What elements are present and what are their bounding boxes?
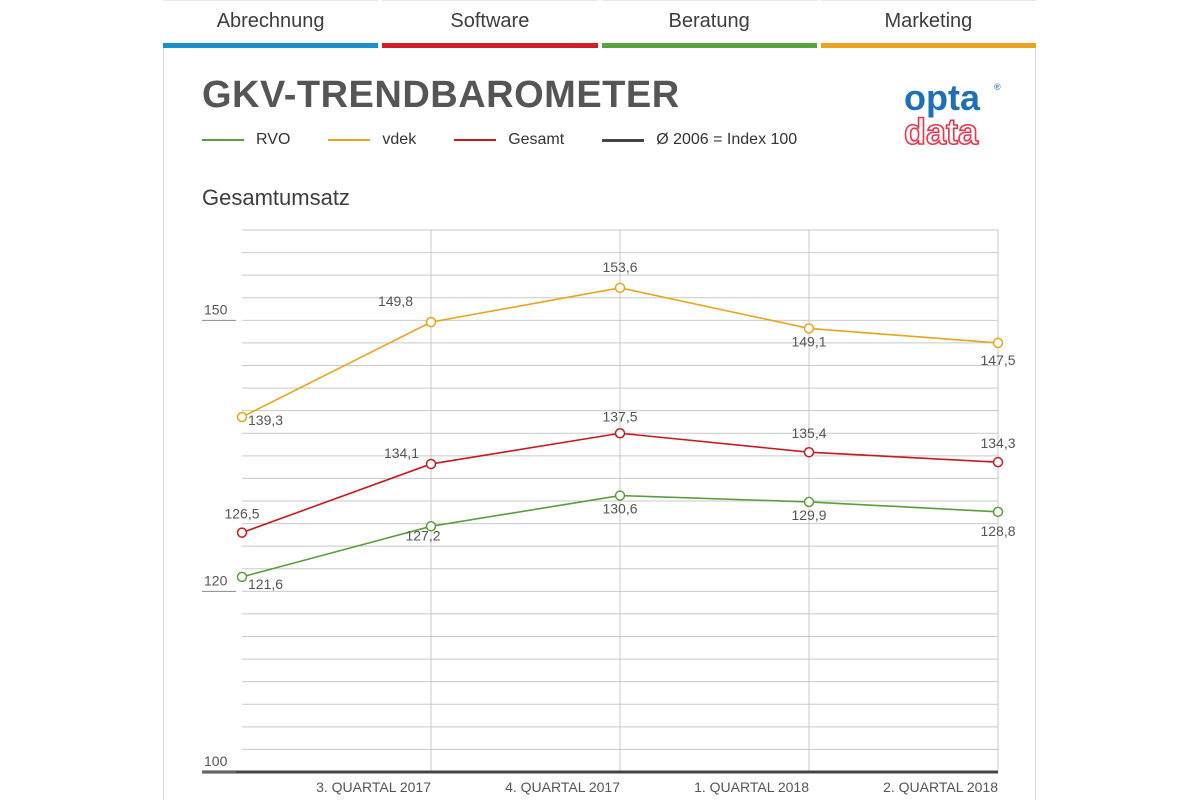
data-point-gesamt xyxy=(425,458,437,470)
data-label-gesamt: 134,3 xyxy=(980,435,1015,451)
page-title: GKV-TRENDBAROMETER xyxy=(202,74,680,116)
logo-bottom-text: data xyxy=(904,111,979,150)
data-point-rvo xyxy=(425,521,437,532)
tab-beratung[interactable]: Beratung xyxy=(601,0,817,48)
data-label-gesamt: 126,5 xyxy=(224,506,259,522)
data-label-vdek: 147,5 xyxy=(980,352,1015,368)
data-point-vdek xyxy=(236,411,248,423)
x-tick-label: 4. QUARTAL 2017 xyxy=(505,779,620,795)
data-point-rvo xyxy=(614,490,626,501)
data-point-gesamt xyxy=(236,527,248,538)
data-labels: 139,3 149,8 153,6 149,1 147,5 126,5 134,1 137,5… xyxy=(224,259,1015,592)
legend-item-vdek: vdek xyxy=(328,131,416,149)
legend-swatch-index xyxy=(602,138,645,142)
series xyxy=(236,282,1004,583)
data-point-gesamt xyxy=(614,428,626,439)
tab-marketing[interactable]: Marketing xyxy=(820,0,1036,48)
data-point-gesamt xyxy=(803,446,815,458)
legend-item-index: Ø 2006 = Index 100 xyxy=(602,131,797,149)
data-point-rvo xyxy=(803,496,815,508)
legend-label-vdek: vdek xyxy=(382,131,417,148)
legend-swatch-gesamt xyxy=(454,139,497,141)
data-label-rvo: 127,2 xyxy=(405,527,440,543)
logo-top-text: opta xyxy=(904,78,981,118)
chart-panel xyxy=(163,0,1036,800)
legend-label-rvo: RVO xyxy=(256,131,291,148)
data-label-rvo: 130,6 xyxy=(602,501,637,517)
tab-software[interactable]: Software xyxy=(382,0,598,48)
y-tick-label: 100 xyxy=(204,753,228,769)
legend-swatch-vdek xyxy=(328,139,371,141)
data-point-vdek xyxy=(614,282,626,294)
data-point-vdek xyxy=(803,323,815,334)
y-tick-label: 120 xyxy=(204,572,228,588)
data-label-vdek: 153,6 xyxy=(602,259,637,275)
data-label-rvo: 121,6 xyxy=(248,576,283,592)
data-label-rvo: 129,9 xyxy=(791,507,826,523)
data-label-gesamt: 134,1 xyxy=(384,445,419,461)
data-point-rvo xyxy=(992,506,1004,518)
chart-title: Gesamtumsatz xyxy=(202,185,350,210)
legend-label-gesamt: Gesamt xyxy=(508,131,565,148)
data-point-vdek xyxy=(992,337,1004,349)
logo-registered-mark: ® xyxy=(994,82,1001,92)
axes: 100 120 150 3. QUARTAL 2017 4. QUARTAL 2017 1… xyxy=(202,301,998,795)
category-tabs: Abrechnung Software Beratung Marketing xyxy=(163,0,1036,48)
legend-item-rvo: RVO xyxy=(202,131,290,149)
data-label-rvo: 128,8 xyxy=(980,523,1015,539)
legend-label-index: Ø 2006 = Index 100 xyxy=(656,131,798,148)
x-tick-label: 3. QUARTAL 2017 xyxy=(316,779,431,795)
chart-legend: RVO vdek Gesamt Ø 2006 = Index 100 xyxy=(202,130,835,150)
x-tick-label: 1. QUARTAL 2018 xyxy=(694,779,809,795)
gridlines xyxy=(242,229,999,772)
data-label-vdek: 149,1 xyxy=(791,333,826,349)
legend-item-gesamt: Gesamt xyxy=(454,131,564,149)
data-label-vdek: 139,3 xyxy=(248,412,283,428)
opta-data-logo: opta ® data xyxy=(903,78,1001,150)
data-point-vdek xyxy=(425,316,437,328)
data-point-rvo xyxy=(236,571,248,583)
data-label-gesamt: 137,5 xyxy=(602,408,637,424)
tab-abrechnung[interactable]: Abrechnung xyxy=(163,0,379,48)
data-label-gesamt: 135,4 xyxy=(791,425,826,441)
x-tick-label: 2. QUARTAL 2018 xyxy=(883,779,998,795)
data-label-vdek: 149,8 xyxy=(378,293,413,309)
legend-swatch-rvo xyxy=(202,139,244,141)
data-point-gesamt xyxy=(992,456,1004,468)
y-tick-label: 150 xyxy=(204,301,228,317)
